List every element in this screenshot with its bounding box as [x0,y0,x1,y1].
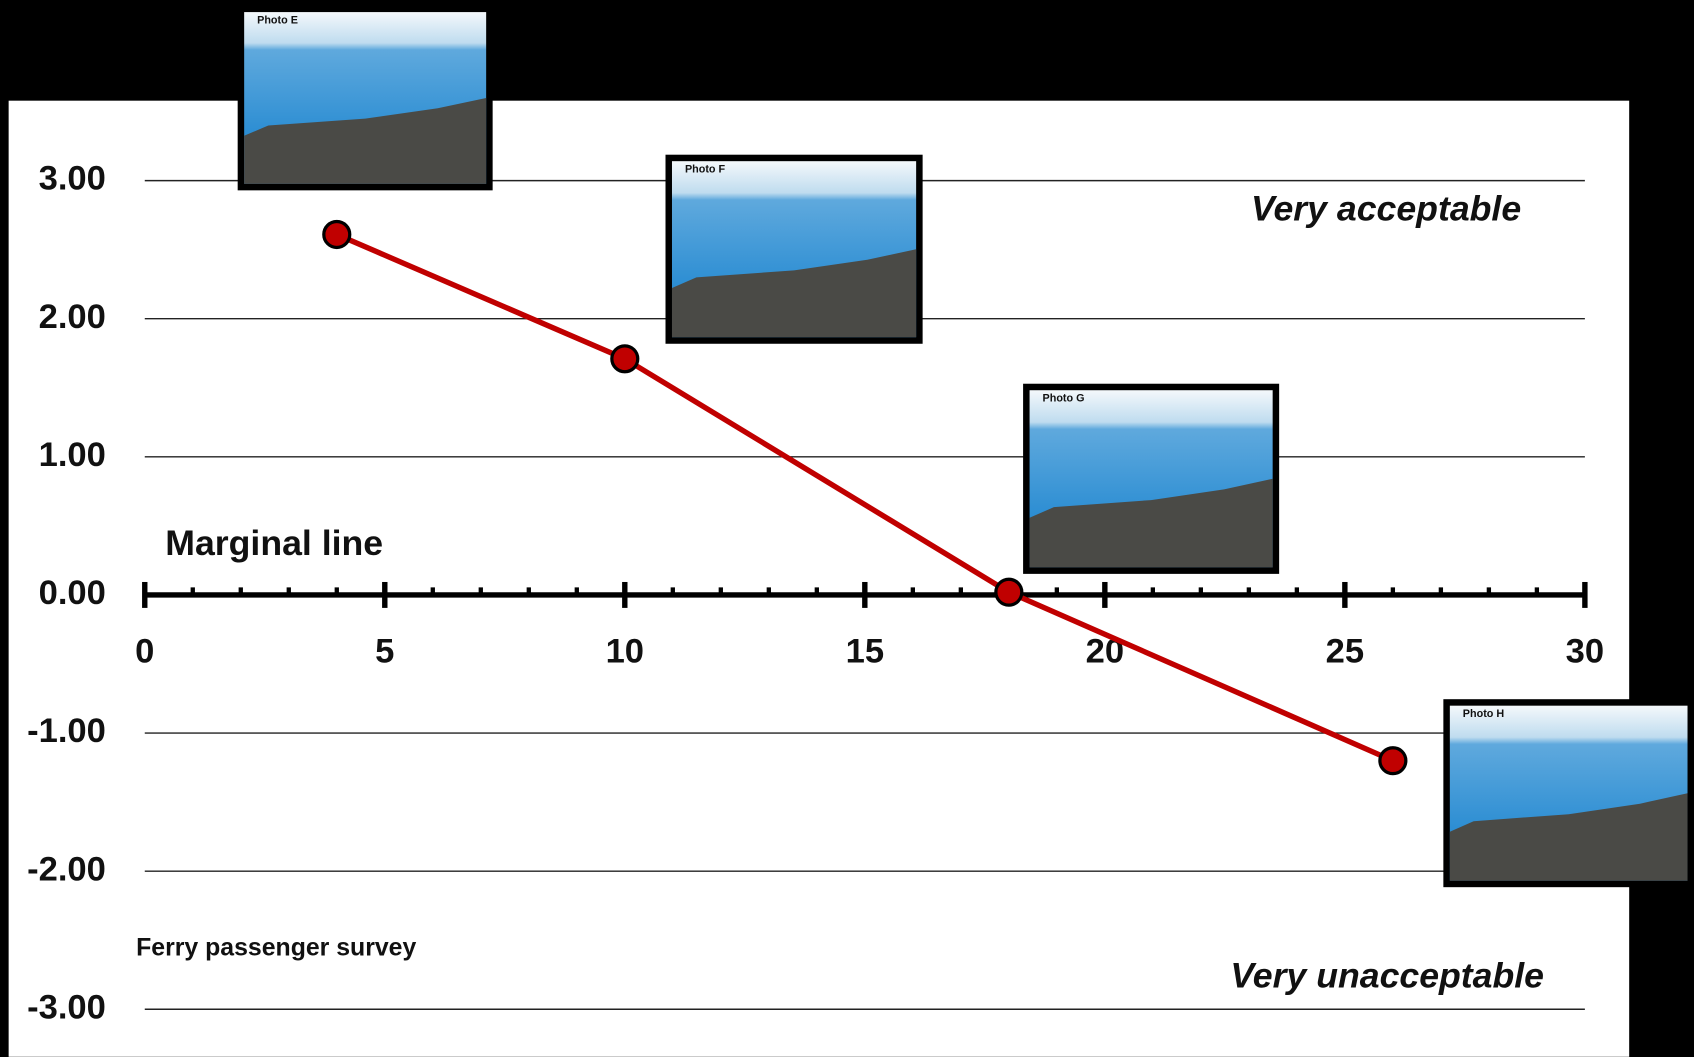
photos: Photo E Photo F Photo G Photo H [237,5,1694,888]
annotation: Very unacceptable [1230,955,1544,995]
line [335,232,1394,764]
marker [322,219,352,250]
grid: -3.00-2.00-1.000.001.002.003.000 5 10 15 20 2… [27,160,1604,1027]
photo: Photo E [237,5,493,191]
photo-label: Photo H [1463,708,1505,720]
x-tick-label: 5 [375,632,394,670]
x-tick-label: 0 [135,632,154,670]
y-tick-label: -1.00 [27,712,106,750]
y-tick-label: 0.00 [39,574,106,612]
marker [610,344,640,374]
photo-rock [244,97,487,184]
y-tick-label: -2.00 [27,850,106,888]
x-tick-label: 15 [846,632,884,670]
y-tick-label: 1.00 [39,436,106,474]
photo-label: Photo G [1043,393,1085,405]
photo: Photo H [1443,699,1694,888]
photo: Photo G [1023,383,1280,574]
marker [1378,746,1408,776]
y-tick-label: 3.00 [39,160,106,198]
marker [994,577,1024,607]
y-tick-label: 2.00 [39,298,106,336]
x-tick-label: 10 [606,632,644,670]
annotation: Very acceptable [1251,188,1521,228]
x-tick-label: 25 [1326,632,1364,670]
photo-rock [671,249,917,338]
x-tick-label: 30 [1566,632,1604,670]
photo-rock [1449,793,1688,881]
photo-label: Photo F [685,164,726,176]
y-tick-label: -3.00 [27,988,106,1026]
photo-rock [1029,478,1273,568]
photo: Photo F [665,154,923,344]
marks [322,219,1408,776]
annotation: Ferry passenger survey [136,934,416,961]
annotation: Marginal line [165,523,383,563]
photo-label: Photo E [257,15,298,27]
